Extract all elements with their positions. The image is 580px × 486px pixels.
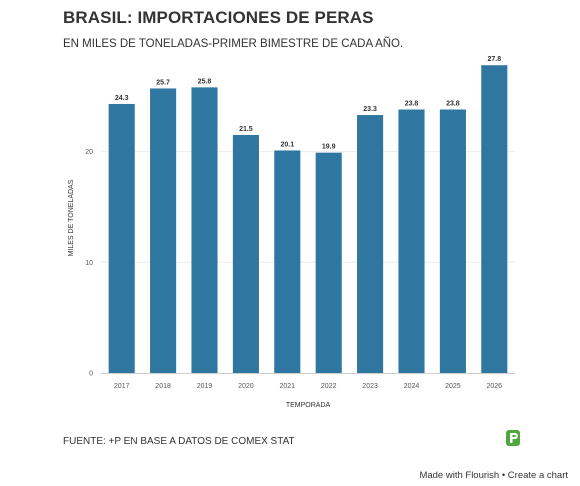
bar-2019[interactable] [191,87,218,373]
chart-title: BRASIL: IMPORTACIONES DE PERAS [63,8,374,27]
x-tick-label-2018: 2018 [155,383,171,390]
x-tick-label-2025: 2025 [445,383,461,390]
y-axis-ticks: 0 10 20 [85,149,93,377]
x-tick-label-2024: 2024 [404,383,420,390]
attribution-separator: • [501,470,506,481]
data-label-2021: 20.1 [280,141,294,148]
bar-2021[interactable] [274,150,301,373]
x-axis-label: TEMPORADA [286,402,331,409]
bar-2025[interactable] [439,109,466,374]
x-tick-label-2026: 2026 [487,383,503,390]
y-tick-label: 10 [85,260,93,267]
y-tick-label: 0 [89,371,93,378]
y-tick-label: 20 [85,149,93,156]
source-note: FUENTE: +P EN BASE A DATOS DE COMEX STAT [63,436,295,447]
x-tick-label-2020: 2020 [238,383,254,390]
x-tick-label-2023: 2023 [362,383,378,390]
y-axis-label: MILES DE TONELADAS [68,179,75,256]
data-label-2025: 23.8 [446,101,460,108]
flourish-logo-icon [506,430,520,446]
bar-2026[interactable] [481,65,508,373]
data-label-2023: 23.3 [363,106,377,113]
chart-subtitle: EN MILES DE TONELADAS-PRIMER BIMESTRE DE… [63,38,404,50]
bar-2022[interactable] [315,152,342,373]
data-label-2020: 21.5 [239,126,253,133]
x-tick-label-2019: 2019 [197,383,213,390]
x-tick-label-2021: 2021 [280,383,296,390]
data-label-2019: 25.8 [198,78,212,85]
data-labels: 24.3 25.7 25.8 21.5 20.1 19.9 23.3 23.8 23.8 27.8 [115,56,501,150]
bar-2023[interactable] [357,115,384,374]
create-chart-link[interactable]: Create a chart [507,470,568,481]
x-tick-label-2022: 2022 [321,383,337,390]
data-label-2017: 24.3 [115,95,129,102]
bars [108,65,508,374]
made-with-flourish-link[interactable]: Made with Flourish [419,470,500,481]
attribution: Made with Flourish • Create a chart [419,470,568,481]
x-axis-ticks: 2017 2018 2019 2020 2021 2022 2023 2024 2025 2026 [114,383,502,390]
bar-2020[interactable] [232,134,259,373]
data-label-2024: 23.8 [405,101,419,108]
data-label-2026: 27.8 [487,56,501,63]
bar-2017[interactable] [108,103,135,373]
data-label-2022: 19.9 [322,144,336,151]
x-tick-label-2017: 2017 [114,383,130,390]
bar-chart: 24.3 25.7 25.8 21.5 20.1 19.9 23.3 23.8 23.8 27.8… [68,56,515,409]
bar-2018[interactable] [150,88,177,373]
bar-2024[interactable] [398,109,425,374]
data-label-2018: 25.7 [156,79,170,86]
